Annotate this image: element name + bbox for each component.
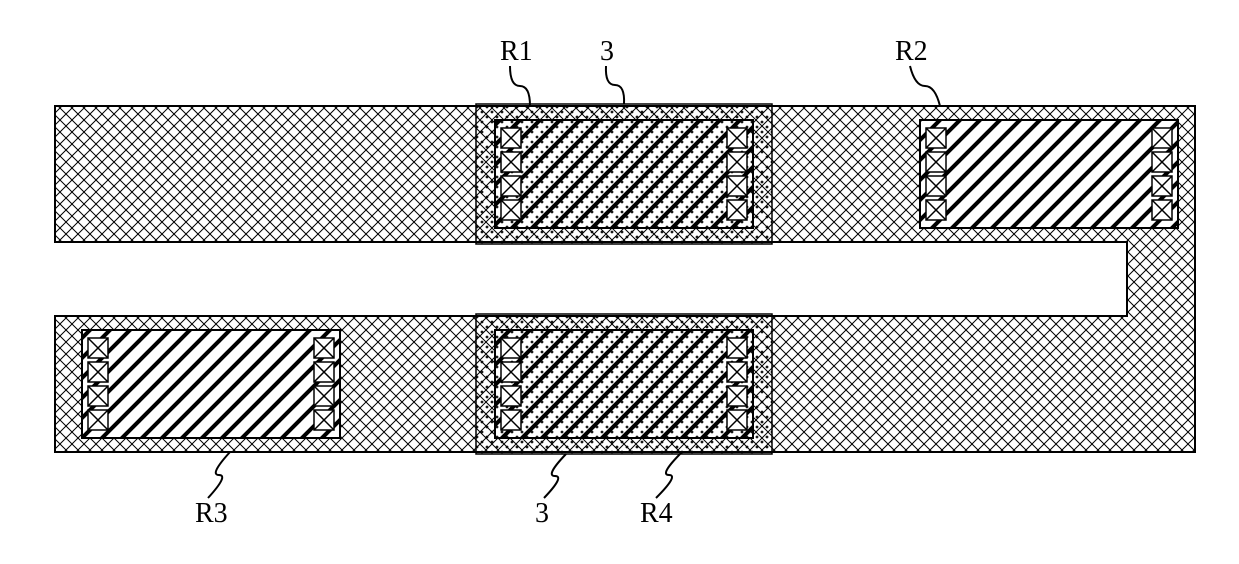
label-r2: R2	[895, 36, 928, 68]
callout-leader	[510, 66, 530, 106]
label-r3: R3	[195, 498, 228, 530]
label-r4: R4	[640, 498, 673, 530]
callout-leader	[910, 66, 940, 106]
callout-leader	[606, 66, 624, 104]
resistor-r2	[920, 120, 1178, 228]
label-overlay-top: 3	[600, 36, 614, 68]
callout-leader	[208, 452, 230, 498]
label-r1: R1	[500, 36, 533, 68]
callout-leader	[544, 454, 566, 498]
callout-leader	[656, 452, 682, 498]
overlay-box-bottom	[476, 314, 772, 454]
label-overlay-bottom: 3	[535, 498, 549, 530]
resistor-r3	[82, 330, 340, 438]
diagram-canvas	[0, 0, 1239, 564]
overlay-box-top	[476, 104, 772, 244]
